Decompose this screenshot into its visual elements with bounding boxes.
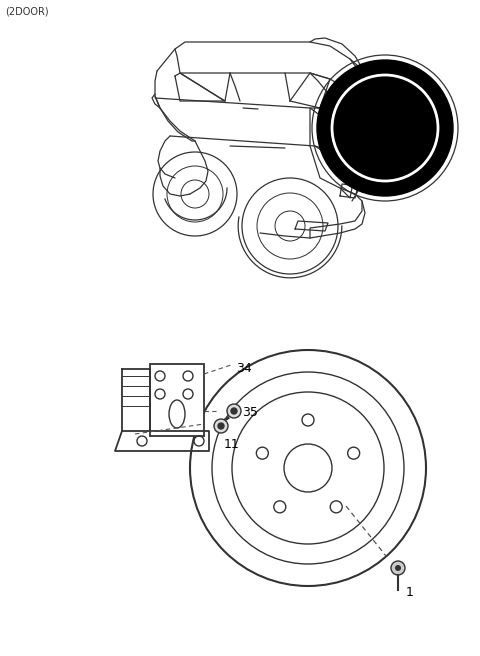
Text: 11: 11 [224,438,240,451]
Circle shape [317,60,453,196]
Circle shape [395,565,401,571]
Circle shape [218,423,224,429]
Text: (2DOOR): (2DOOR) [5,6,48,16]
Text: 35: 35 [242,406,258,419]
Bar [150,364,204,436]
Text: 34: 34 [236,362,252,375]
Circle shape [391,561,405,575]
Circle shape [214,419,228,433]
Circle shape [231,408,237,414]
Text: 1: 1 [406,586,414,599]
Circle shape [227,404,241,418]
